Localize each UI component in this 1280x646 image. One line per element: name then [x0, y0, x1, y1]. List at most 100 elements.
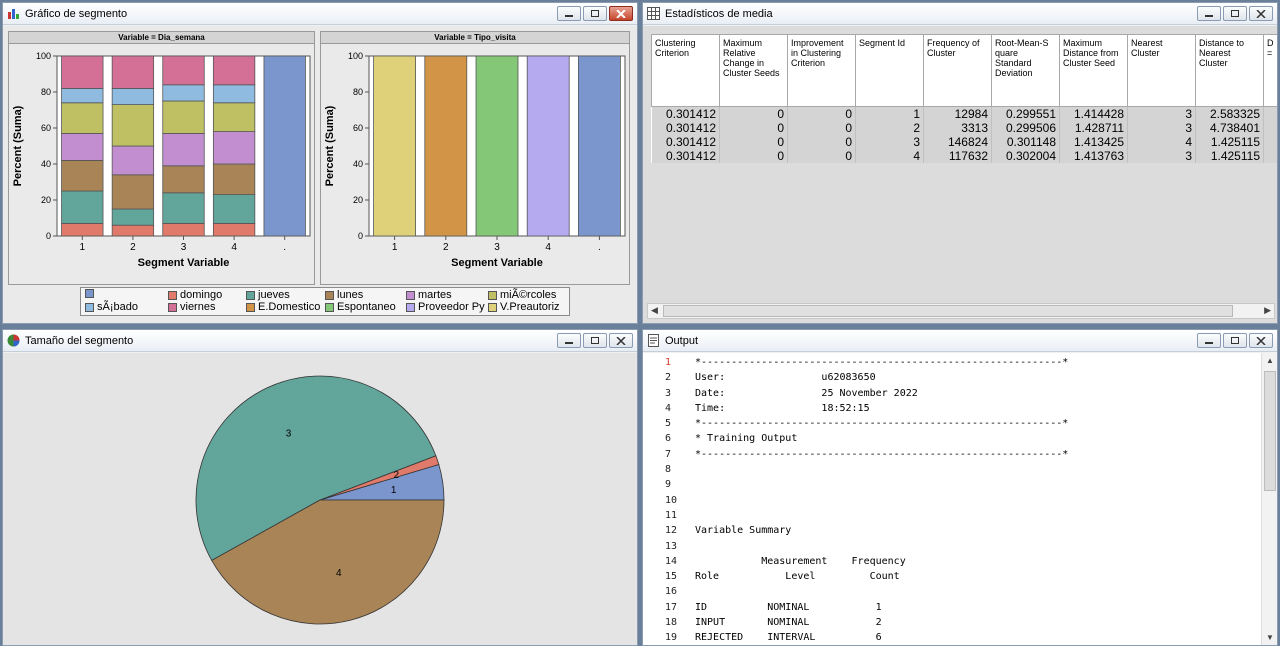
scroll-left-icon[interactable]: ◀	[651, 305, 658, 315]
table-cell[interactable]: 0.301412	[651, 106, 720, 121]
table-cell[interactable]: 4	[855, 149, 924, 163]
column-header[interactable]: Clustering Criterion	[651, 34, 720, 107]
pie-slice-label: 4	[336, 568, 342, 579]
table-cell[interactable]: 0	[719, 106, 788, 121]
table-cell[interactable]: 0	[787, 106, 856, 121]
panel-title: Variable = Tipo_visita	[321, 32, 629, 44]
table-row[interactable]: 0.301412 0 0 2 3313 0.299506 1.428711 3 4.738401	[651, 121, 1277, 135]
bar	[526, 55, 570, 237]
column-header[interactable]: Maximum Distance from Cluster Seed	[1059, 34, 1128, 107]
table-cell[interactable]: 12984	[923, 106, 992, 121]
code-line: 12 Variable Summary	[643, 523, 1261, 538]
line-number: 17	[665, 601, 678, 613]
column-header[interactable]: Maximum Relative Change in Cluster Seeds	[719, 34, 788, 107]
table-row[interactable]: 0.301412 0 0 1 12984 0.299551 1.414428 3 2.58332…	[651, 106, 1277, 121]
scroll-right-icon[interactable]: ▶	[1264, 305, 1271, 315]
column-header[interactable]: Frequency of Cluster	[923, 34, 992, 107]
table-cell[interactable]: 3313	[923, 121, 992, 135]
column-header[interactable]: Segment Id	[855, 34, 924, 107]
table-row[interactable]: 0.301412 0 0 4 117632 0.302004 1.413763 3 1.4251…	[651, 149, 1277, 163]
table-cell[interactable]: 0.301412	[651, 135, 720, 149]
table-cell[interactable]	[1263, 135, 1277, 149]
table-cell[interactable]: 3	[855, 135, 924, 149]
line-number: 12	[665, 525, 678, 537]
maximize-button[interactable]	[583, 333, 607, 348]
minimize-button[interactable]	[1197, 6, 1221, 21]
legend-swatch	[168, 290, 177, 300]
bar-segment	[212, 55, 256, 86]
table-cell[interactable]	[1263, 106, 1277, 121]
close-button[interactable]	[1249, 6, 1273, 21]
table-cell[interactable]: 3	[1127, 121, 1196, 135]
column-header[interactable]: Improvement in Clustering Criterion	[787, 34, 856, 107]
table-cell[interactable]: 0.301148	[991, 135, 1060, 149]
table-cell[interactable]: 0.301412	[651, 121, 720, 135]
close-button[interactable]	[609, 333, 633, 348]
table-cell[interactable]: 117632	[923, 149, 992, 163]
output-text[interactable]: 1 *--------------------------------------…	[643, 355, 1261, 645]
maximize-button[interactable]	[583, 6, 607, 21]
table-cell[interactable]: 1.414428	[1059, 106, 1128, 121]
chart-legend: domingo jueves lunes martes miÃ©rcoles sÃ¡bad…	[80, 287, 570, 316]
table-cell[interactable]: 146824	[923, 135, 992, 149]
table-cell[interactable]: 0	[719, 135, 788, 149]
maximize-button[interactable]	[1223, 333, 1247, 348]
table-cell[interactable]: 0	[719, 149, 788, 163]
table-row[interactable]: 0.301412 0 0 3 146824 0.301148 1.413425 4 1.4251…	[651, 135, 1277, 149]
table-cell[interactable]: 0.299506	[991, 121, 1060, 135]
table-cell[interactable]: 4	[1127, 135, 1196, 149]
line-number: 15	[665, 571, 678, 583]
scroll-up-icon[interactable]: ▲	[1266, 356, 1274, 365]
legend-label: miÃ©rcoles	[500, 289, 557, 301]
panel-dia-semana: Variable = Dia_semana 0 20 40 60 80 100 1 2 3 4. S…	[8, 31, 315, 285]
y-tick-label: 60	[353, 123, 363, 133]
table-cell[interactable]: 3	[1127, 106, 1196, 121]
minimize-button[interactable]	[557, 333, 581, 348]
bar-segment	[111, 145, 155, 176]
table-cell[interactable]: 0	[787, 121, 856, 135]
table-cell[interactable]: 1.425115	[1195, 135, 1264, 149]
vertical-scrollbar[interactable]: ▲ ▼	[1261, 353, 1277, 645]
column-header[interactable]: Nearest Cluster	[1127, 34, 1196, 107]
table-cell[interactable]: 1.428711	[1059, 121, 1128, 135]
column-header[interactable]: Distance to Nearest Cluster	[1195, 34, 1264, 107]
code-line: 10	[643, 493, 1261, 508]
table-cell[interactable]: 0	[787, 135, 856, 149]
title-bar[interactable]: Gráfico de segmento	[3, 3, 637, 25]
minimize-button[interactable]	[1197, 333, 1221, 348]
title-bar[interactable]: Output	[643, 330, 1277, 352]
legend-swatch	[406, 290, 415, 300]
table-cell[interactable]	[1263, 121, 1277, 135]
title-bar[interactable]: Estadísticos de media	[643, 3, 1277, 25]
line-text: Date: 25 November 2022	[695, 387, 918, 399]
table-cell[interactable]: 0.301412	[651, 149, 720, 163]
column-header[interactable]: Root-Mean-S quare Standard Deviation	[991, 34, 1060, 107]
legend-swatch	[85, 302, 94, 312]
table-cell[interactable]: 1	[855, 106, 924, 121]
scroll-down-icon[interactable]: ▼	[1266, 633, 1274, 642]
table-cell[interactable]: 0	[719, 121, 788, 135]
maximize-button[interactable]	[1223, 6, 1247, 21]
table-cell[interactable]: 0.302004	[991, 149, 1060, 163]
close-button[interactable]	[1249, 333, 1273, 348]
table-cell[interactable]: 2.583325	[1195, 106, 1264, 121]
table-cell[interactable]: 2	[855, 121, 924, 135]
scroll-thumb[interactable]	[663, 305, 1233, 317]
x-tick-label: 1	[80, 242, 86, 253]
horizontal-scrollbar[interactable]: ◀ ▶	[647, 303, 1275, 319]
column-header[interactable]: D =	[1263, 34, 1277, 107]
table-cell[interactable]: 4.738401	[1195, 121, 1264, 135]
close-button[interactable]	[609, 6, 633, 21]
table-cell[interactable]: 3	[1127, 149, 1196, 163]
output-window: Output 1 *-------------------------------…	[642, 329, 1278, 646]
table-cell[interactable]: 0.299551	[991, 106, 1060, 121]
bar-segment	[111, 224, 155, 237]
table-cell[interactable]: 1.413763	[1059, 149, 1128, 163]
table-cell[interactable]: 1.413425	[1059, 135, 1128, 149]
table-cell[interactable]: 1.425115	[1195, 149, 1264, 163]
minimize-button[interactable]	[557, 6, 581, 21]
table-cell[interactable]	[1263, 149, 1277, 163]
title-bar[interactable]: Tamaño del segmento	[3, 330, 637, 352]
table-cell[interactable]: 0	[787, 149, 856, 163]
scroll-thumb[interactable]	[1264, 371, 1276, 491]
